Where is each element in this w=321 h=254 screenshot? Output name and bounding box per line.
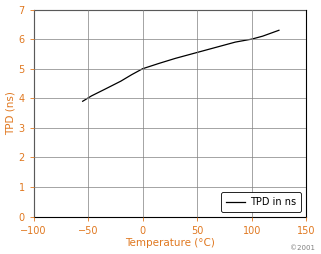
TPD in ns bbox=[90, 94, 93, 98]
TPD in ns bbox=[119, 80, 123, 83]
TPD in ns bbox=[173, 57, 177, 60]
TPD in ns bbox=[102, 88, 106, 91]
TPD in ns bbox=[195, 51, 199, 54]
TPD in ns bbox=[277, 29, 281, 32]
TPD in ns bbox=[157, 62, 161, 65]
TPD in ns bbox=[130, 73, 134, 76]
TPD in ns bbox=[261, 35, 265, 38]
Y-axis label: TPD (ns): TPD (ns) bbox=[5, 91, 15, 135]
TPD in ns bbox=[81, 100, 85, 103]
TPD in ns bbox=[217, 45, 221, 48]
TPD in ns bbox=[250, 38, 254, 41]
Line: TPD in ns: TPD in ns bbox=[83, 30, 279, 101]
TPD in ns bbox=[233, 41, 237, 44]
Text: ©2001: ©2001 bbox=[290, 245, 315, 251]
Legend: TPD in ns: TPD in ns bbox=[221, 192, 301, 212]
X-axis label: Temperature (°C): Temperature (°C) bbox=[125, 239, 215, 248]
TPD in ns bbox=[141, 67, 144, 70]
